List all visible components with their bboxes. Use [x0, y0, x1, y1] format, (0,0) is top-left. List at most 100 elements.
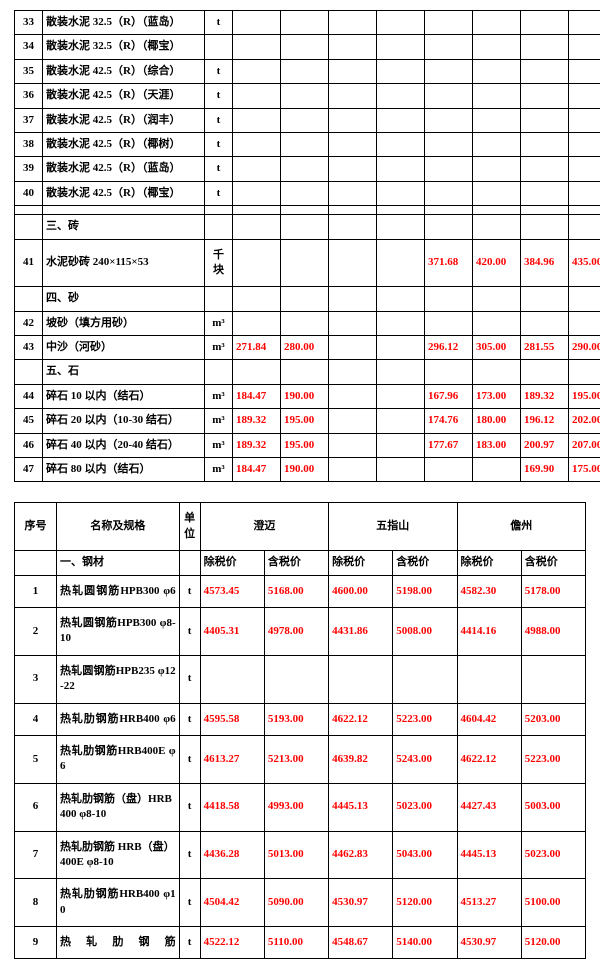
- material-name: 四、砂: [43, 287, 205, 311]
- price-cell: [233, 287, 281, 311]
- unit: t: [205, 59, 233, 83]
- row-number: 45: [15, 409, 43, 433]
- price-cell: [281, 11, 329, 35]
- price-cell: 5168.00: [264, 575, 328, 607]
- price-cell: [473, 59, 521, 83]
- table-row: 41水泥砂砖 240×115×53千块371.68420.00384.96435…: [15, 239, 600, 287]
- price-cell: [425, 108, 473, 132]
- price-cell: [521, 157, 569, 181]
- price-cell: [377, 11, 425, 35]
- table-header-row: 序号名称及规格单位澄迈五指山儋州: [15, 503, 586, 551]
- price-cell: 4548.67: [329, 927, 393, 959]
- price-cell: [329, 336, 377, 360]
- price-cell: [281, 35, 329, 59]
- price-cell: [473, 287, 521, 311]
- price-cell: 4445.13: [329, 783, 393, 831]
- price-cell: [233, 181, 281, 205]
- price-cell: [425, 132, 473, 156]
- price-cell: 5120.00: [521, 927, 585, 959]
- price-cell: 5043.00: [393, 831, 457, 879]
- price-cell: [473, 11, 521, 35]
- price-cell: [425, 311, 473, 335]
- price-cell: 183.00: [473, 433, 521, 457]
- price-cell: [473, 458, 521, 482]
- table-row: 8热轧肋钢筋HRB400 φ10t4504.425090.004530.9751…: [15, 879, 586, 927]
- price-cell: [521, 59, 569, 83]
- table-row: 45碎石 20 以内（10-30 结石）m³189.32195.00174.76…: [15, 409, 600, 433]
- price-cell: 5100.00: [521, 879, 585, 927]
- table-row: 3热轧圆钢筋HPB235 φ12-22t: [15, 655, 586, 703]
- price-cell: [281, 181, 329, 205]
- price-cell: [377, 239, 425, 287]
- material-name: 热轧肋钢筋HRB400E φ6: [57, 735, 180, 783]
- unit: t: [205, 11, 233, 35]
- table-row: 38散装水泥 42.5（R）（椰树）t: [15, 132, 600, 156]
- price-cell: [425, 458, 473, 482]
- price-cell: [329, 409, 377, 433]
- row-number: 36: [15, 84, 43, 108]
- price-cell: [329, 433, 377, 457]
- unit: [205, 35, 233, 59]
- price-cell: [281, 206, 329, 215]
- price-cell: [377, 215, 425, 239]
- price-cell: [473, 157, 521, 181]
- price-cell: [377, 360, 425, 384]
- material-name: 散装水泥 42.5（R）（综合）: [43, 59, 205, 83]
- price-cell: [473, 108, 521, 132]
- unit: t: [179, 735, 200, 783]
- table-row: 43中沙（河砂）m³271.84280.00296.12305.00281.55…: [15, 336, 600, 360]
- material-name: 热轧肋钢筋: [57, 927, 180, 959]
- row-number: 37: [15, 108, 43, 132]
- unit: m³: [205, 409, 233, 433]
- price-cell: [569, 84, 600, 108]
- price-cell: [569, 132, 600, 156]
- material-name: 散装水泥 42.5（R）（天涯）: [43, 84, 205, 108]
- price-cell: 4530.97: [457, 927, 521, 959]
- material-name: 碎石 80 以内（结石）: [43, 458, 205, 482]
- price-cell: [425, 59, 473, 83]
- price-cell: [377, 84, 425, 108]
- price-cell: 4427.43: [457, 783, 521, 831]
- price-cell: [425, 11, 473, 35]
- price-cell: [281, 287, 329, 311]
- price-cell: 190.00: [281, 384, 329, 408]
- material-name: 散装水泥 42.5（R）（椰宝）: [43, 181, 205, 205]
- unit: t: [179, 575, 200, 607]
- price-cell: [281, 84, 329, 108]
- table-row: [15, 206, 600, 215]
- table-row: 6热轧肋钢筋（盘）HRB400 φ8-10t4418.584993.004445…: [15, 783, 586, 831]
- table-row: 39散装水泥 42.5（R）（蓝岛）t: [15, 157, 600, 181]
- price-cell: [281, 132, 329, 156]
- price-cell: [521, 84, 569, 108]
- price-cell: [569, 108, 600, 132]
- unit: m³: [205, 433, 233, 457]
- cell: [15, 551, 57, 575]
- header-cell: 儋州: [457, 503, 585, 551]
- price-cell: 177.67: [425, 433, 473, 457]
- price-cell: [329, 84, 377, 108]
- price-cell: [281, 239, 329, 287]
- price-cell: [521, 655, 585, 703]
- table-row: 42坡砂（填方用砂）m³: [15, 311, 600, 335]
- materials-table-2: 序号名称及规格单位澄迈五指山儋州一、钢材除税价含税价除税价含税价除税价含税价1热…: [14, 502, 586, 959]
- price-cell: 5120.00: [393, 879, 457, 927]
- price-cell: [377, 35, 425, 59]
- price-cell: [393, 655, 457, 703]
- price-cell: [329, 157, 377, 181]
- row-number: 42: [15, 311, 43, 335]
- price-cell: 184.47: [233, 458, 281, 482]
- unit: t: [205, 108, 233, 132]
- row-number: 44: [15, 384, 43, 408]
- price-cell: [233, 157, 281, 181]
- material-name: 散装水泥 42.5（R）（润丰）: [43, 108, 205, 132]
- price-cell: 202.00: [569, 409, 600, 433]
- row-number: 8: [15, 879, 57, 927]
- price-cell: [233, 239, 281, 287]
- material-name: 散装水泥 42.5（R）（椰树）: [43, 132, 205, 156]
- price-cell: 4595.58: [200, 703, 264, 735]
- unit: m³: [205, 458, 233, 482]
- header-cell: 名称及规格: [57, 503, 180, 551]
- price-cell: [233, 360, 281, 384]
- price-cell: [473, 206, 521, 215]
- unit: t: [205, 157, 233, 181]
